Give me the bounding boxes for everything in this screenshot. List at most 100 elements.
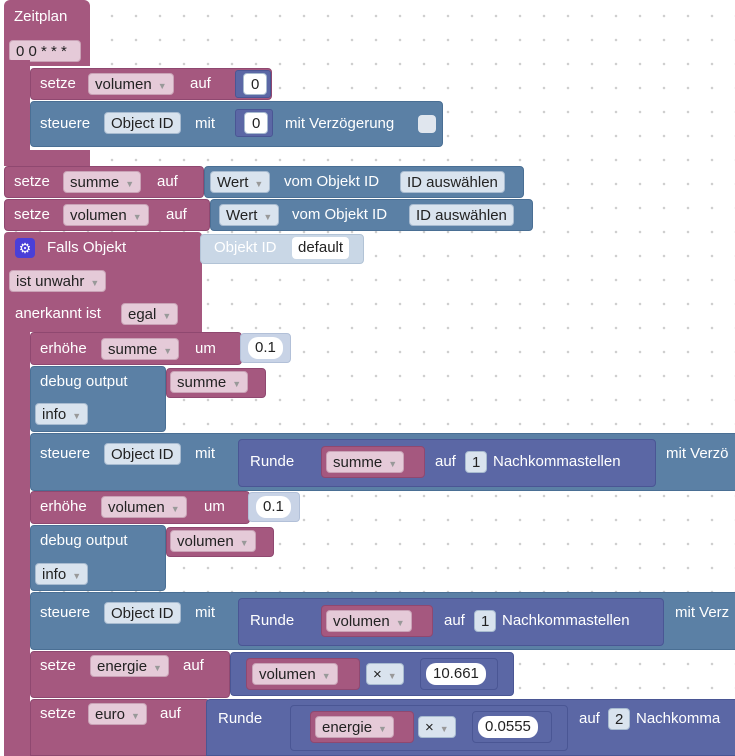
chevron-down-icon: ▼ xyxy=(153,663,162,673)
chevron-down-icon: ▼ xyxy=(131,711,140,721)
control-label: steuere xyxy=(40,445,91,462)
set-label: setze xyxy=(40,75,76,92)
number-input[interactable]: 0.1 xyxy=(256,496,291,518)
auf-label: auf xyxy=(444,612,465,629)
chevron-down-icon: ▼ xyxy=(170,504,180,514)
chevron-down-icon: ▼ xyxy=(132,212,142,222)
trigger-label: Falls Objekt xyxy=(47,239,127,256)
schedule-footer xyxy=(4,150,90,166)
chevron-down-icon: ▼ xyxy=(321,671,331,681)
objekt-id-label: Objekt ID xyxy=(214,239,277,256)
variable-dropdown[interactable]: volumen ▼ xyxy=(252,663,338,685)
variable-dropdown[interactable]: euro ▼ xyxy=(88,703,147,725)
cron-field[interactable]: 0 0 * * * xyxy=(9,40,81,62)
round-block[interactable] xyxy=(238,439,656,487)
variable-dropdown[interactable]: volumen ▼ xyxy=(88,73,174,95)
wert-dropdown[interactable]: Wert ▼ xyxy=(219,204,280,226)
variable-dropdown[interactable]: summe ▼ xyxy=(63,171,142,193)
number-input[interactable]: 0.1 xyxy=(248,337,283,359)
auf-label: auf xyxy=(190,75,211,92)
operator-dropdown[interactable]: × ▼ xyxy=(418,716,456,738)
delay-checkbox[interactable] xyxy=(418,115,436,133)
chevron-down-icon: ▼ xyxy=(254,179,264,189)
wert-dropdown[interactable]: Wert ▼ xyxy=(210,171,271,193)
variable-dropdown[interactable]: summe ▼ xyxy=(170,371,249,393)
variable-value: volumen xyxy=(333,613,390,630)
ack-dropdown[interactable]: egal ▼ xyxy=(121,303,179,325)
digits-input[interactable]: 1 xyxy=(474,610,497,632)
id-picker-label: ID auswählen xyxy=(407,174,498,191)
variable-dropdown[interactable]: summe ▼ xyxy=(326,451,405,473)
round-label: Runde xyxy=(250,453,295,470)
wert-value: Wert xyxy=(226,207,258,224)
condition-dropdown[interactable]: ist unwahr ▼ xyxy=(9,270,107,292)
set-label: setze xyxy=(14,206,50,223)
number-input[interactable]: 0.0555 xyxy=(478,716,538,738)
um-label: um xyxy=(195,340,216,357)
variable-dropdown[interactable]: volumen ▼ xyxy=(170,530,256,552)
increment-label: erhöhe xyxy=(40,340,87,357)
variable-dropdown[interactable]: energie ▼ xyxy=(90,655,169,677)
delay-label: mit Verz xyxy=(675,604,730,621)
debug-label: debug output xyxy=(40,532,128,549)
chevron-down-icon: ▼ xyxy=(388,459,398,469)
object-id-value: Object ID xyxy=(111,605,174,622)
chevron-down-icon: ▼ xyxy=(239,538,249,548)
object-id-value: Object ID xyxy=(111,115,174,132)
set-label: setze xyxy=(14,173,50,190)
number-input[interactable]: 0 xyxy=(243,73,268,95)
auf-label: auf xyxy=(183,657,204,674)
mit-label: mit xyxy=(195,604,215,621)
operator-dropdown[interactable]: × ▼ xyxy=(366,663,404,685)
round-block[interactable] xyxy=(238,598,664,646)
ack-value: egal xyxy=(128,306,157,323)
chevron-down-icon: ▼ xyxy=(387,671,397,681)
digits-input[interactable]: 1 xyxy=(465,451,488,473)
wert-value: Wert xyxy=(217,174,249,191)
vom-objekt-label: vom Objekt ID xyxy=(284,173,380,190)
trigger-spine xyxy=(4,330,30,756)
id-picker[interactable]: ID auswählen xyxy=(409,204,514,226)
schedule-spine xyxy=(4,60,30,166)
round-label: Runde xyxy=(250,612,295,629)
increment-label: erhöhe xyxy=(40,498,87,515)
delay-label: mit Verzögerung xyxy=(285,115,395,132)
operator-value: × xyxy=(373,666,382,683)
auf-label: auf xyxy=(435,453,456,470)
digits-input[interactable]: 2 xyxy=(608,708,631,730)
variable-value: summe xyxy=(333,454,383,471)
variable-dropdown[interactable]: energie ▼ xyxy=(315,716,394,738)
chevron-down-icon: ▼ xyxy=(263,212,273,222)
gear-icon[interactable]: ⚙ xyxy=(15,238,35,258)
chevron-down-icon: ▼ xyxy=(90,278,100,288)
variable-value: summe xyxy=(70,174,120,191)
chevron-down-icon: ▼ xyxy=(157,81,167,91)
vom-objekt-label: vom Objekt ID xyxy=(292,206,388,223)
auf-label: auf xyxy=(160,705,181,722)
variable-dropdown[interactable]: volumen ▼ xyxy=(63,204,149,226)
default-field[interactable]: default xyxy=(292,237,350,259)
variable-dropdown[interactable]: volumen ▼ xyxy=(326,610,412,632)
variable-value: volumen xyxy=(108,499,165,516)
variable-dropdown[interactable]: summe ▼ xyxy=(101,338,180,360)
log-level-value: info xyxy=(42,566,67,583)
set-label: setze xyxy=(40,657,76,674)
variable-dropdown[interactable]: volumen ▼ xyxy=(101,496,187,518)
object-id-selector[interactable]: Object ID xyxy=(104,602,181,624)
auf-label: auf xyxy=(579,710,600,727)
decimals-label: Nachkomma xyxy=(636,710,721,727)
log-level-value: info xyxy=(42,406,67,423)
number-input[interactable]: 0 xyxy=(244,112,269,134)
log-level-dropdown[interactable]: info ▼ xyxy=(35,563,89,585)
um-label: um xyxy=(204,498,225,515)
object-id-selector[interactable]: Object ID xyxy=(104,443,181,465)
chevron-down-icon: ▼ xyxy=(439,724,449,734)
id-picker[interactable]: ID auswählen xyxy=(400,171,505,193)
variable-value: summe xyxy=(108,341,158,358)
number-input[interactable]: 10.661 xyxy=(426,663,486,685)
id-picker-label: ID auswählen xyxy=(416,207,507,224)
log-level-dropdown[interactable]: info ▼ xyxy=(35,403,89,425)
object-id-selector[interactable]: Object ID xyxy=(104,112,181,134)
delay-label: mit Verzö xyxy=(666,445,729,462)
control-label: steuere xyxy=(40,115,91,132)
